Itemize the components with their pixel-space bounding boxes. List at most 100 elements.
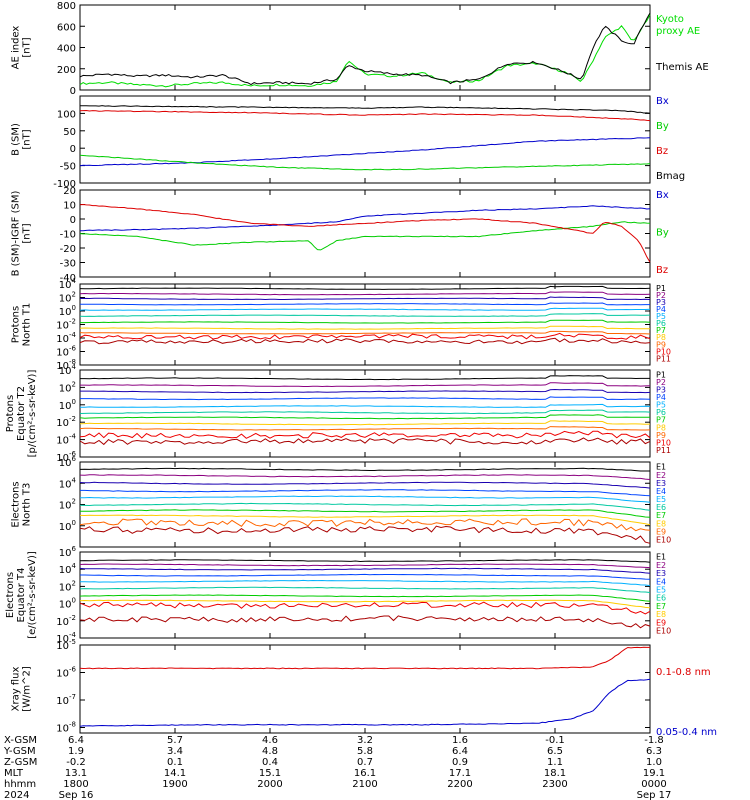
legend-label: E10 bbox=[656, 626, 671, 635]
y-axis-label: North T3 bbox=[22, 483, 33, 527]
series-line bbox=[79, 203, 651, 263]
y-tick-label: 0 bbox=[70, 215, 76, 226]
ephemeris-row-label: MLT bbox=[4, 768, 24, 779]
series-line bbox=[80, 403, 651, 408]
y-tick-label: 10-5 bbox=[56, 638, 76, 652]
series-line bbox=[79, 579, 651, 587]
y-tick-label: 106 bbox=[59, 455, 77, 469]
series-line bbox=[79, 409, 651, 415]
y-tick-label: 100 bbox=[57, 109, 76, 120]
legend-label: proxy AE bbox=[656, 26, 700, 37]
legend-label: P10 bbox=[656, 347, 671, 356]
series-line bbox=[79, 12, 651, 86]
y-tick-label: 10-8 bbox=[56, 721, 76, 735]
ephemeris-value: 6.5 bbox=[547, 746, 563, 757]
legend-label: E2 bbox=[656, 471, 666, 480]
y-axis-label: [nT] bbox=[22, 223, 33, 243]
legend-label: P1 bbox=[656, 370, 666, 379]
legend-label: E8 bbox=[656, 519, 666, 528]
y-axis-label: Electrons bbox=[5, 572, 16, 618]
ephemeris-value: 1.6 bbox=[452, 735, 468, 746]
series-line bbox=[80, 375, 650, 381]
legend-label: P7 bbox=[656, 326, 666, 335]
y-axis-label: Protons bbox=[5, 395, 16, 432]
series-line bbox=[80, 302, 650, 306]
ephemeris-row-label: Z-GSM bbox=[4, 757, 37, 768]
legend-label: 0.05-0.4 nm bbox=[656, 727, 717, 738]
y-tick-label: 10-2 bbox=[56, 318, 76, 332]
series-line bbox=[79, 525, 651, 544]
legend-label: E6 bbox=[656, 503, 666, 512]
ephemeris-value: 1.9 bbox=[68, 746, 84, 757]
ephemeris-value: Sep 17 bbox=[637, 790, 672, 800]
series-line bbox=[80, 396, 651, 401]
ephemeris-value: 2100 bbox=[352, 779, 377, 790]
y-tick-label: 600 bbox=[57, 22, 76, 33]
ephemeris-value: 17.1 bbox=[449, 768, 471, 779]
series-line bbox=[79, 567, 651, 574]
series-line bbox=[79, 291, 651, 296]
y-tick-label: 102 bbox=[59, 579, 76, 593]
y-tick-label: -100 bbox=[53, 179, 76, 190]
series-line bbox=[79, 586, 651, 593]
ephemeris-value: -0.2 bbox=[66, 757, 86, 768]
ephemeris-row-label: X-GSM bbox=[4, 735, 37, 746]
legend-label: P11 bbox=[656, 446, 671, 455]
series-line bbox=[79, 437, 651, 446]
y-axis-label: Electrons bbox=[11, 481, 22, 527]
legend-label: E10 bbox=[656, 536, 671, 545]
ephemeris-value: 0.7 bbox=[357, 757, 373, 768]
series-line bbox=[80, 319, 651, 324]
series-line bbox=[79, 332, 651, 340]
series-line bbox=[79, 137, 651, 167]
ephemeris-value: -0.1 bbox=[545, 735, 565, 746]
y-tick-label: 200 bbox=[57, 65, 76, 76]
legend-label: P5 bbox=[656, 312, 666, 321]
legend-label: E6 bbox=[656, 594, 666, 603]
legend-label: Bz bbox=[656, 146, 668, 157]
legend-label: P5 bbox=[656, 401, 666, 410]
legend-label: P4 bbox=[656, 305, 666, 314]
ephemeris-value: 1800 bbox=[63, 779, 88, 790]
legend-label: E2 bbox=[656, 561, 666, 570]
series-line bbox=[79, 514, 651, 526]
ephemeris-value: 6.3 bbox=[646, 746, 662, 757]
series-line bbox=[79, 426, 651, 431]
legend-label: P3 bbox=[656, 385, 666, 394]
series-line bbox=[79, 467, 650, 472]
ephemeris-value: 3.2 bbox=[357, 735, 373, 746]
legend-label: P9 bbox=[656, 431, 666, 440]
series-line bbox=[79, 105, 651, 114]
legend-label: E9 bbox=[656, 527, 666, 536]
legend-label: Themis AE bbox=[655, 62, 709, 73]
ephemeris-value: 16.1 bbox=[354, 768, 376, 779]
series-line bbox=[79, 337, 651, 345]
y-tick-label: -10 bbox=[60, 230, 76, 241]
legend-label: P1 bbox=[656, 284, 666, 293]
legend-label: P7 bbox=[656, 416, 666, 425]
series-line bbox=[79, 221, 651, 251]
legend-label: P6 bbox=[656, 319, 666, 328]
y-axis-label: [e/(cm²-s-sr-keV)] bbox=[27, 551, 38, 639]
ephemeris-row-label: hhmm bbox=[4, 779, 36, 790]
y-tick-label: 104 bbox=[59, 277, 77, 291]
legend-label: Bx bbox=[656, 190, 669, 201]
series-line bbox=[79, 313, 651, 317]
legend-label: P9 bbox=[656, 340, 666, 349]
legend-label: E1 bbox=[656, 553, 666, 562]
ephemeris-value: 2000 bbox=[257, 779, 282, 790]
legend-label: E9 bbox=[656, 618, 666, 627]
panel-frame bbox=[79, 4, 651, 91]
ephemeris-value: Sep 16 bbox=[59, 790, 94, 800]
ephemeris-value: 4.8 bbox=[262, 746, 278, 757]
ephemeris-value: 1.1 bbox=[547, 757, 563, 768]
y-axis-label: [p/(cm²-s-sr-keV)] bbox=[27, 370, 38, 458]
series-line bbox=[79, 474, 651, 480]
ephemeris-value: 14.1 bbox=[164, 768, 186, 779]
series-line bbox=[80, 388, 651, 394]
y-tick-label: -50 bbox=[60, 162, 76, 173]
series-line bbox=[79, 518, 651, 532]
legend-label: 0.1-0.8 nm bbox=[656, 667, 711, 678]
series-line bbox=[79, 599, 651, 609]
series-line bbox=[80, 489, 651, 497]
